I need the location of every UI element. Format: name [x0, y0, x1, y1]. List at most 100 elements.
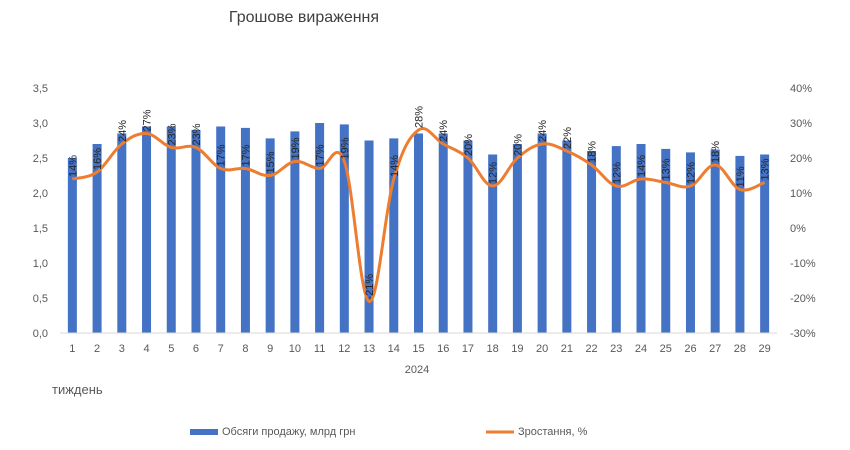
x-tick-label: 13	[363, 343, 375, 355]
y-right-tick-label: 40%	[790, 83, 812, 95]
x-axis-ticks: 1 2 3 4 5 6 7 8 9 10 11 12 13 14 15 16 17 18 19 20 21 22 23 24 2…	[69, 343, 770, 355]
bar	[142, 126, 152, 333]
left-axis: 0,0 0,5 1,0 1,5 2,0 2,5 3,0 3,5	[33, 83, 48, 340]
bar	[364, 140, 374, 333]
data-label: 12%	[685, 162, 697, 184]
x-tick-label: 10	[289, 343, 301, 355]
bar	[290, 131, 300, 333]
data-label: 23%	[191, 123, 203, 145]
bar	[339, 124, 349, 334]
x-tick-label: 8	[242, 343, 248, 355]
y-right-tick-label: -20%	[790, 293, 816, 305]
x-tick-label: 11	[314, 343, 325, 355]
y-left-tick-label: 1,0	[33, 258, 48, 270]
bar	[710, 149, 720, 333]
data-label: 24%	[537, 120, 549, 142]
y-left-tick-label: 0,0	[33, 328, 48, 340]
data-label: 17%	[315, 144, 327, 166]
legend-label-line: Зростання, %	[518, 426, 588, 438]
bar	[735, 155, 745, 333]
x-tick-label: 20	[536, 343, 548, 355]
y-right-tick-label: 30%	[790, 118, 812, 130]
data-label: 20%	[512, 134, 524, 156]
x-tick-label: 28	[734, 343, 746, 355]
x-tick-label: 29	[759, 343, 771, 355]
x-tick-label: 15	[412, 343, 424, 355]
data-label: 13%	[661, 158, 673, 180]
x-tick-label: 18	[487, 343, 499, 355]
bar	[438, 133, 448, 333]
data-labels: 14% 16% 24% 27% 23% 23% 17% 17% 15% 19% 17% 19% -21%…	[67, 106, 771, 300]
data-label: 19%	[339, 137, 351, 159]
x-tick-label: 23	[610, 343, 622, 355]
legend-label-bars: Обсяги продажу, млрд грн	[222, 426, 355, 438]
bar	[191, 130, 201, 333]
bar	[265, 138, 275, 333]
data-label: 16%	[92, 148, 104, 170]
bar	[216, 126, 226, 333]
y-left-tick-label: 3,5	[33, 83, 48, 95]
data-label: 27%	[142, 109, 154, 131]
data-label: 20%	[463, 134, 475, 156]
data-label: 18%	[587, 141, 599, 163]
data-label: 28%	[414, 106, 426, 128]
x-tick-label: 9	[267, 343, 273, 355]
data-label: 24%	[438, 120, 450, 142]
bar	[414, 133, 423, 333]
x-tick-label: 2	[94, 343, 100, 355]
bar	[315, 123, 325, 333]
data-label: 14%	[67, 155, 79, 177]
bar	[636, 144, 646, 333]
legend-swatch-bars	[190, 429, 218, 435]
x-tick-label: 25	[660, 343, 672, 355]
data-label: 13%	[760, 158, 772, 180]
bar	[67, 158, 77, 333]
x-tick-label: 19	[511, 343, 523, 355]
data-label: 19%	[290, 137, 302, 159]
x-tick-label: 4	[143, 343, 149, 355]
data-label: 24%	[117, 120, 129, 142]
x-tick-label: 1	[69, 343, 75, 355]
x-axis-title: тиждень	[52, 382, 103, 397]
x-group-label: 2024	[405, 364, 429, 376]
data-label: 12%	[611, 162, 623, 184]
bar	[685, 152, 695, 333]
x-tick-label: 17	[462, 343, 474, 355]
y-left-tick-label: 3,0	[33, 118, 48, 130]
bar	[463, 140, 473, 333]
x-tick-label: 7	[218, 343, 224, 355]
x-tick-label: 21	[561, 343, 573, 355]
bar	[389, 138, 399, 333]
data-label: -21%	[364, 274, 376, 300]
bar	[587, 151, 597, 333]
data-label: 18%	[710, 141, 722, 163]
data-label: 12%	[488, 162, 500, 184]
y-left-tick-label: 2,5	[33, 153, 48, 165]
data-label: 14%	[389, 155, 401, 177]
x-tick-label: 22	[585, 343, 597, 355]
y-right-tick-label: 0%	[790, 223, 806, 235]
x-tick-label: 5	[168, 343, 174, 355]
y-left-tick-label: 0,5	[33, 293, 48, 305]
data-label: 22%	[562, 127, 574, 149]
bar	[611, 146, 621, 333]
bar	[240, 127, 250, 334]
x-tick-label: 24	[635, 343, 647, 355]
x-tick-label: 3	[119, 343, 125, 355]
data-label: 17%	[216, 144, 228, 166]
bar	[661, 148, 671, 333]
y-right-tick-label: -30%	[790, 328, 816, 340]
y-right-tick-label: 10%	[790, 188, 812, 200]
x-tick-label: 14	[388, 343, 400, 355]
growth-line	[71, 127, 766, 304]
bar	[488, 154, 498, 333]
x-tick-label: 6	[193, 343, 199, 355]
bar-series	[67, 123, 770, 334]
bar	[512, 144, 522, 333]
data-label: 14%	[636, 155, 648, 177]
x-tick-label: 12	[338, 343, 350, 355]
bar	[760, 154, 770, 333]
y-right-tick-label: 20%	[790, 153, 812, 165]
right-axis: -30% -20% -10% 0% 10% 20% 30% 40%	[790, 83, 816, 340]
